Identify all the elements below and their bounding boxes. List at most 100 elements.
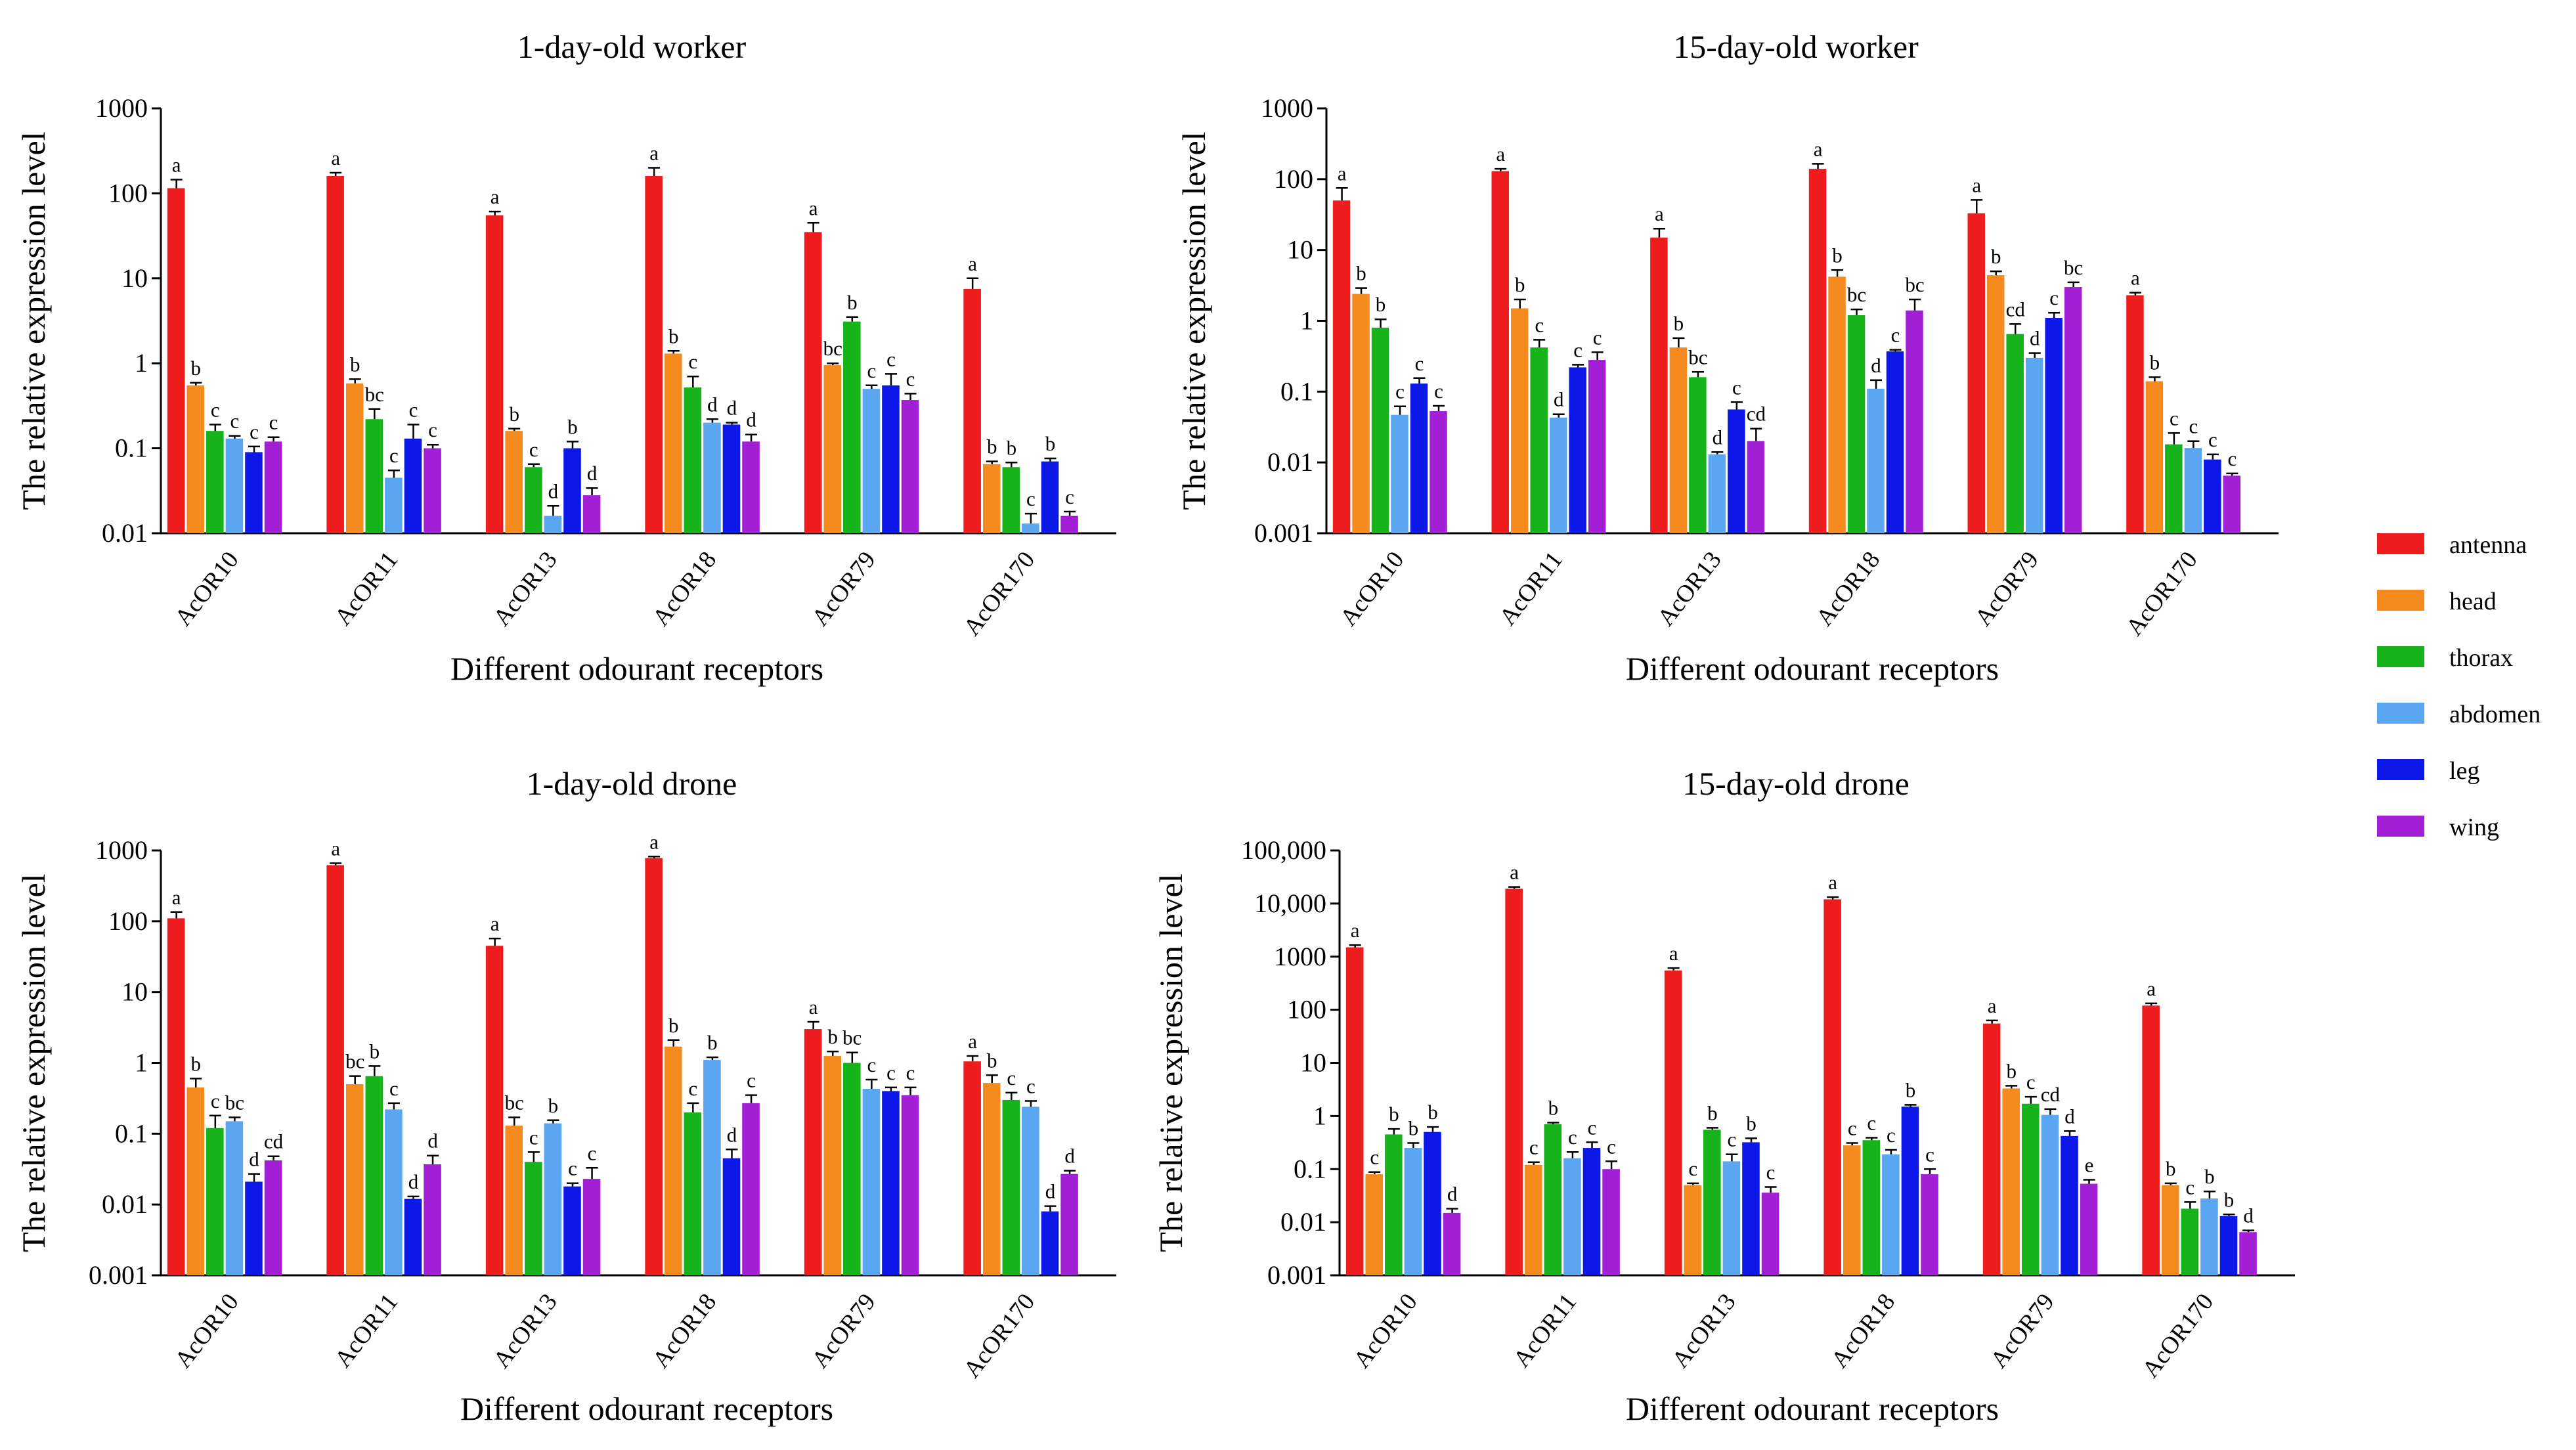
x-axis-label: Different odourant receptors xyxy=(1626,650,1999,687)
legend-swatch-antenna xyxy=(2377,533,2424,554)
chart-panel: 1-day-old worker The relative expression … xyxy=(15,28,1116,687)
bar-thorax xyxy=(206,1128,224,1275)
significance-letter: b xyxy=(847,291,858,314)
significance-letter: d xyxy=(587,462,598,485)
legend-item-antenna: antenna xyxy=(2377,531,2527,559)
significance-letter: c xyxy=(529,1126,538,1149)
significance-letter: d xyxy=(1447,1182,1458,1205)
bar-thorax xyxy=(206,431,224,533)
category-label: AcOR13 xyxy=(488,1288,562,1373)
legend-item-leg: leg xyxy=(2377,757,2479,785)
significance-letter: c xyxy=(1848,1117,1857,1140)
bar-wing xyxy=(1747,441,1765,533)
category-label: AcOR18 xyxy=(1811,546,1885,631)
significance-letter: b xyxy=(1548,1096,1559,1119)
category-label: AcOR170 xyxy=(959,546,1041,640)
bar-abdomen xyxy=(544,516,562,533)
chart-title: 15-day-old drone xyxy=(1682,765,1910,802)
bar-leg xyxy=(404,438,422,533)
bar-head xyxy=(1828,276,1846,533)
significance-letter: cd xyxy=(2006,297,2026,320)
bar-antenna xyxy=(804,1029,822,1275)
significance-letter: c xyxy=(428,418,437,441)
significance-letter: b xyxy=(350,353,360,376)
bar-antenna xyxy=(1982,1023,2001,1275)
y-tick-label: 100 xyxy=(108,906,148,936)
bar-head xyxy=(1684,1185,1702,1275)
significance-letter: c xyxy=(906,1061,915,1084)
chart-panel: 1-day-old drone The relative expression l… xyxy=(15,765,1116,1427)
significance-letter: bc xyxy=(1905,273,1924,296)
significance-letter: bc xyxy=(225,1091,244,1114)
bar-abdomen xyxy=(385,477,403,533)
category-label: AcOR79 xyxy=(1970,546,2044,631)
legend-label-abdomen: abdomen xyxy=(2449,701,2541,728)
bar-leg xyxy=(1424,1131,1441,1275)
bar-wing xyxy=(1761,1193,1779,1275)
significance-letter: c xyxy=(1026,1074,1036,1097)
bar-antenna xyxy=(1664,970,1682,1275)
significance-letter: bc xyxy=(1688,345,1707,368)
category-label: AcOR13 xyxy=(1652,546,1726,631)
significance-letter: b xyxy=(190,357,201,380)
bar-leg xyxy=(404,1198,422,1275)
significance-letter: c xyxy=(1026,487,1036,510)
y-tick-label: 0.001 xyxy=(1267,1260,1326,1290)
significance-letter: c xyxy=(568,1157,577,1180)
bar-leg xyxy=(245,1181,263,1275)
bar-wing xyxy=(2080,1183,2098,1275)
bar-thorax xyxy=(843,1063,861,1275)
significance-letter: bc xyxy=(365,383,384,406)
bar-head xyxy=(982,464,1001,533)
bar-abdomen xyxy=(1022,1107,1039,1275)
significance-letter: b xyxy=(370,1040,380,1063)
significance-letter: c xyxy=(1766,1161,1776,1184)
significance-letter: d xyxy=(427,1130,438,1153)
bar-leg xyxy=(1041,1211,1059,1275)
bar-head xyxy=(664,1046,682,1275)
bar-head xyxy=(1843,1145,1861,1275)
bar-wing xyxy=(424,448,441,533)
significance-letter: a xyxy=(1988,994,1997,1017)
significance-letter: b xyxy=(1674,312,1684,335)
y-tick-label: 1 xyxy=(1313,1101,1326,1130)
bar-wing xyxy=(582,1179,601,1275)
y-tick-label: 10 xyxy=(121,977,148,1007)
significance-letter: b xyxy=(1515,273,1525,296)
significance-letter: d xyxy=(2030,327,2040,350)
significance-letter: d xyxy=(707,393,718,416)
y-tick-label: 10 xyxy=(1287,235,1313,265)
bar-antenna xyxy=(2126,295,2144,533)
significance-letter: a xyxy=(809,996,818,1019)
y-tick-label: 1000 xyxy=(95,835,148,865)
significance-letter: c xyxy=(1867,1111,1876,1134)
bar-head xyxy=(1669,347,1688,533)
bar-antenna xyxy=(1823,899,1841,1275)
y-tick-label: 1000 xyxy=(1261,93,1313,123)
bar-thorax xyxy=(1371,327,1389,533)
bar-head xyxy=(345,383,364,533)
bar-wing xyxy=(1060,1174,1078,1275)
bar-wing xyxy=(1588,360,1606,533)
bar-leg xyxy=(1886,351,1904,533)
significance-letter: b xyxy=(827,1025,838,1048)
y-tick-label: 1000 xyxy=(95,93,148,123)
bar-antenna xyxy=(1808,169,1827,533)
significance-letter: c xyxy=(269,411,278,434)
y-axis-label: The relative expression level xyxy=(1175,131,1212,510)
bar-abdomen xyxy=(703,1060,721,1275)
significance-letter: d xyxy=(1871,354,1881,377)
significance-letter: c xyxy=(588,1141,597,1164)
significance-letter: c xyxy=(1925,1143,1934,1166)
significance-letter: c xyxy=(1370,1146,1379,1169)
significance-letter: a xyxy=(968,1030,977,1053)
significance-letter: c xyxy=(211,399,220,422)
bar-antenna xyxy=(485,946,504,1275)
category-label: AcOR11 xyxy=(330,546,403,630)
category-label: AcOR18 xyxy=(1826,1288,1900,1373)
category-label: AcOR170 xyxy=(2137,1288,2219,1382)
significance-letter: b xyxy=(2224,1188,2235,1211)
bar-abdomen xyxy=(1563,1158,1581,1275)
significance-letter: b xyxy=(707,1031,718,1054)
legend-item-head: head xyxy=(2377,588,2497,615)
